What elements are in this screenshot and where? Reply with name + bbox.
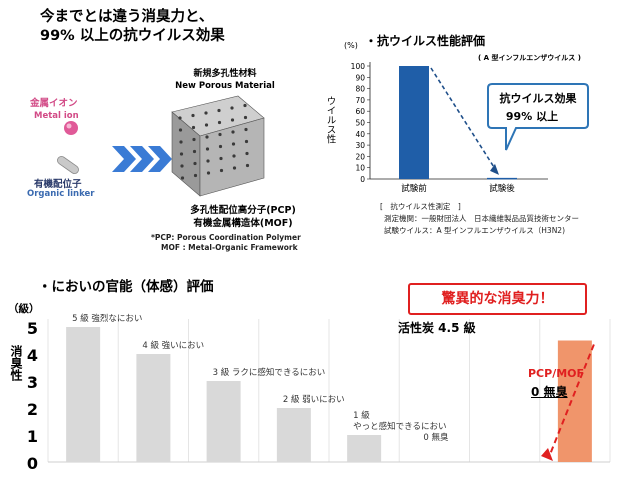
odor-y-tick-label: 5 <box>27 319 38 338</box>
virus-y-tick-label: 70 <box>355 96 365 105</box>
organic-linker-label: 有機配位子 <box>34 179 82 190</box>
activated-charcoal-label: 活性炭 4.5 級 <box>398 321 476 335</box>
virus-y-tick-label: 0 <box>360 175 365 184</box>
virus-callout-line1: 抗ウイルス効果 <box>500 91 577 105</box>
virus-y-unit: (%) <box>344 41 358 50</box>
virus-y-tick-label: 50 <box>355 119 365 128</box>
headline-line2: 99% 以上の抗ウイルス効果 <box>40 28 225 44</box>
virus-note-3: 試験ウイルス：A 型インフルエンザウイルス（H3N2) <box>384 226 566 235</box>
mof-note: MOF : Metal-Organic Framework <box>161 243 298 252</box>
virus-y-tick-label: 90 <box>355 73 365 82</box>
odor-bar-label: 1 級 <box>353 410 370 421</box>
odor-bar-4 <box>276 408 311 462</box>
odor-bar-label: やっと感知できるにおい <box>353 421 446 432</box>
virus-y-label: ウイルス性 <box>325 96 337 144</box>
odor-y-unit: （級） <box>8 302 40 315</box>
pcp-title: 多孔性配位高分子(PCP) <box>190 205 296 216</box>
virus-note-1: [ 抗ウイルス性測定 ] <box>380 202 461 211</box>
odor-bar-5 <box>347 435 382 462</box>
amazing-deodorant-banner: 驚異的な消臭力！ <box>408 283 587 315</box>
odor-y-tick-label: 1 <box>27 427 38 446</box>
odor-bar-label: 2 級 弱いにおい <box>283 394 345 405</box>
virus-section-subtitle: ( A 型インフルエンザウイルス ) <box>478 54 581 62</box>
virus-x-tick-label: 試験前 <box>401 183 427 194</box>
odor-y-tick-label: 4 <box>27 346 38 365</box>
new-material-title: 新規多孔性材料 New Porous Material <box>150 68 300 92</box>
odor-bar-1 <box>66 327 101 462</box>
organic-linker-icon <box>57 156 79 174</box>
virus-y-tick-label: 60 <box>355 107 365 116</box>
mof-title: 有機金属構造体(MOF) <box>193 218 293 229</box>
chevron-arrows-icon <box>112 146 172 172</box>
virus-section-title: ・抗ウイルス性能評価 <box>365 34 486 48</box>
pcp-mof-label: PCP/MOF <box>528 367 585 380</box>
virus-bar-2 <box>487 177 517 180</box>
virus-note-2: 測定機関：一般財団法人 日本繊維製品品質技術センター <box>384 214 579 223</box>
virus-callout-bubble <box>487 83 589 151</box>
virus-y-tick-label: 100 <box>351 62 366 71</box>
virus-x-tick-label: 試験後 <box>489 183 515 194</box>
odor-bar-label: 5 級 強烈なにおい <box>72 313 142 324</box>
virus-y-tick-label: 20 <box>355 152 365 161</box>
new-material-en: New Porous Material <box>175 81 275 91</box>
headline-line1: 今までとは違う消臭力と、 <box>40 9 214 25</box>
odor-bar-label: 4 級 強いにおい <box>142 340 204 351</box>
pcp-footnote: *PCP: Porous Coordination Polymer MOF : … <box>151 233 301 253</box>
odor-arrow-head <box>541 448 553 461</box>
odor-bar-2 <box>136 354 171 462</box>
odor-bar-label: 3 級 ラクに感知できるにおい <box>213 367 326 378</box>
virus-y-tick-label: 80 <box>355 85 365 94</box>
headline: 今までとは違う消臭力と、 99% 以上の抗ウイルス効果 <box>40 8 340 46</box>
metal-ion-label: 金属イオン <box>30 98 78 109</box>
virus-y-tick-label: 10 <box>355 164 365 173</box>
virus-y-tick-label: 30 <box>355 141 365 150</box>
virus-bar-1 <box>399 66 429 179</box>
zero-odor-label: 0 無臭 <box>531 385 568 399</box>
mof-lattice-icon <box>171 95 265 197</box>
odor-y-tick-label: 0 <box>27 454 38 473</box>
organic-linker-en: Organic linker <box>27 189 95 199</box>
odor-drop-arrow <box>548 344 595 458</box>
pcp-mof-title: 多孔性配位高分子(PCP) 有機金属構造体(MOF) <box>168 204 318 230</box>
odor-y-tick-label: 2 <box>27 400 38 419</box>
odor-bar-3 <box>206 381 241 462</box>
odor-section-title: ・においの官能（体感）評価 <box>38 279 214 295</box>
odor-y-label: 消臭性 <box>9 344 23 382</box>
virus-callout-line2: 99% 以上 <box>506 109 558 123</box>
metal-ion-en: Metal ion <box>34 111 79 121</box>
virus-arrow-head <box>490 163 499 175</box>
odor-y-tick-label: 3 <box>27 373 38 392</box>
new-material-jp: 新規多孔性材料 <box>193 69 257 79</box>
virus-y-tick-label: 40 <box>355 130 365 139</box>
virus-notes: [ 抗ウイルス性測定 ] 測定機関：一般財団法人 日本繊維製品品質技術センター … <box>380 201 579 237</box>
pcp-note: *PCP: Porous Coordination Polymer <box>151 233 301 242</box>
odor-bar-8 <box>557 340 592 462</box>
odor-bar-label: 0 無臭 <box>423 432 449 443</box>
